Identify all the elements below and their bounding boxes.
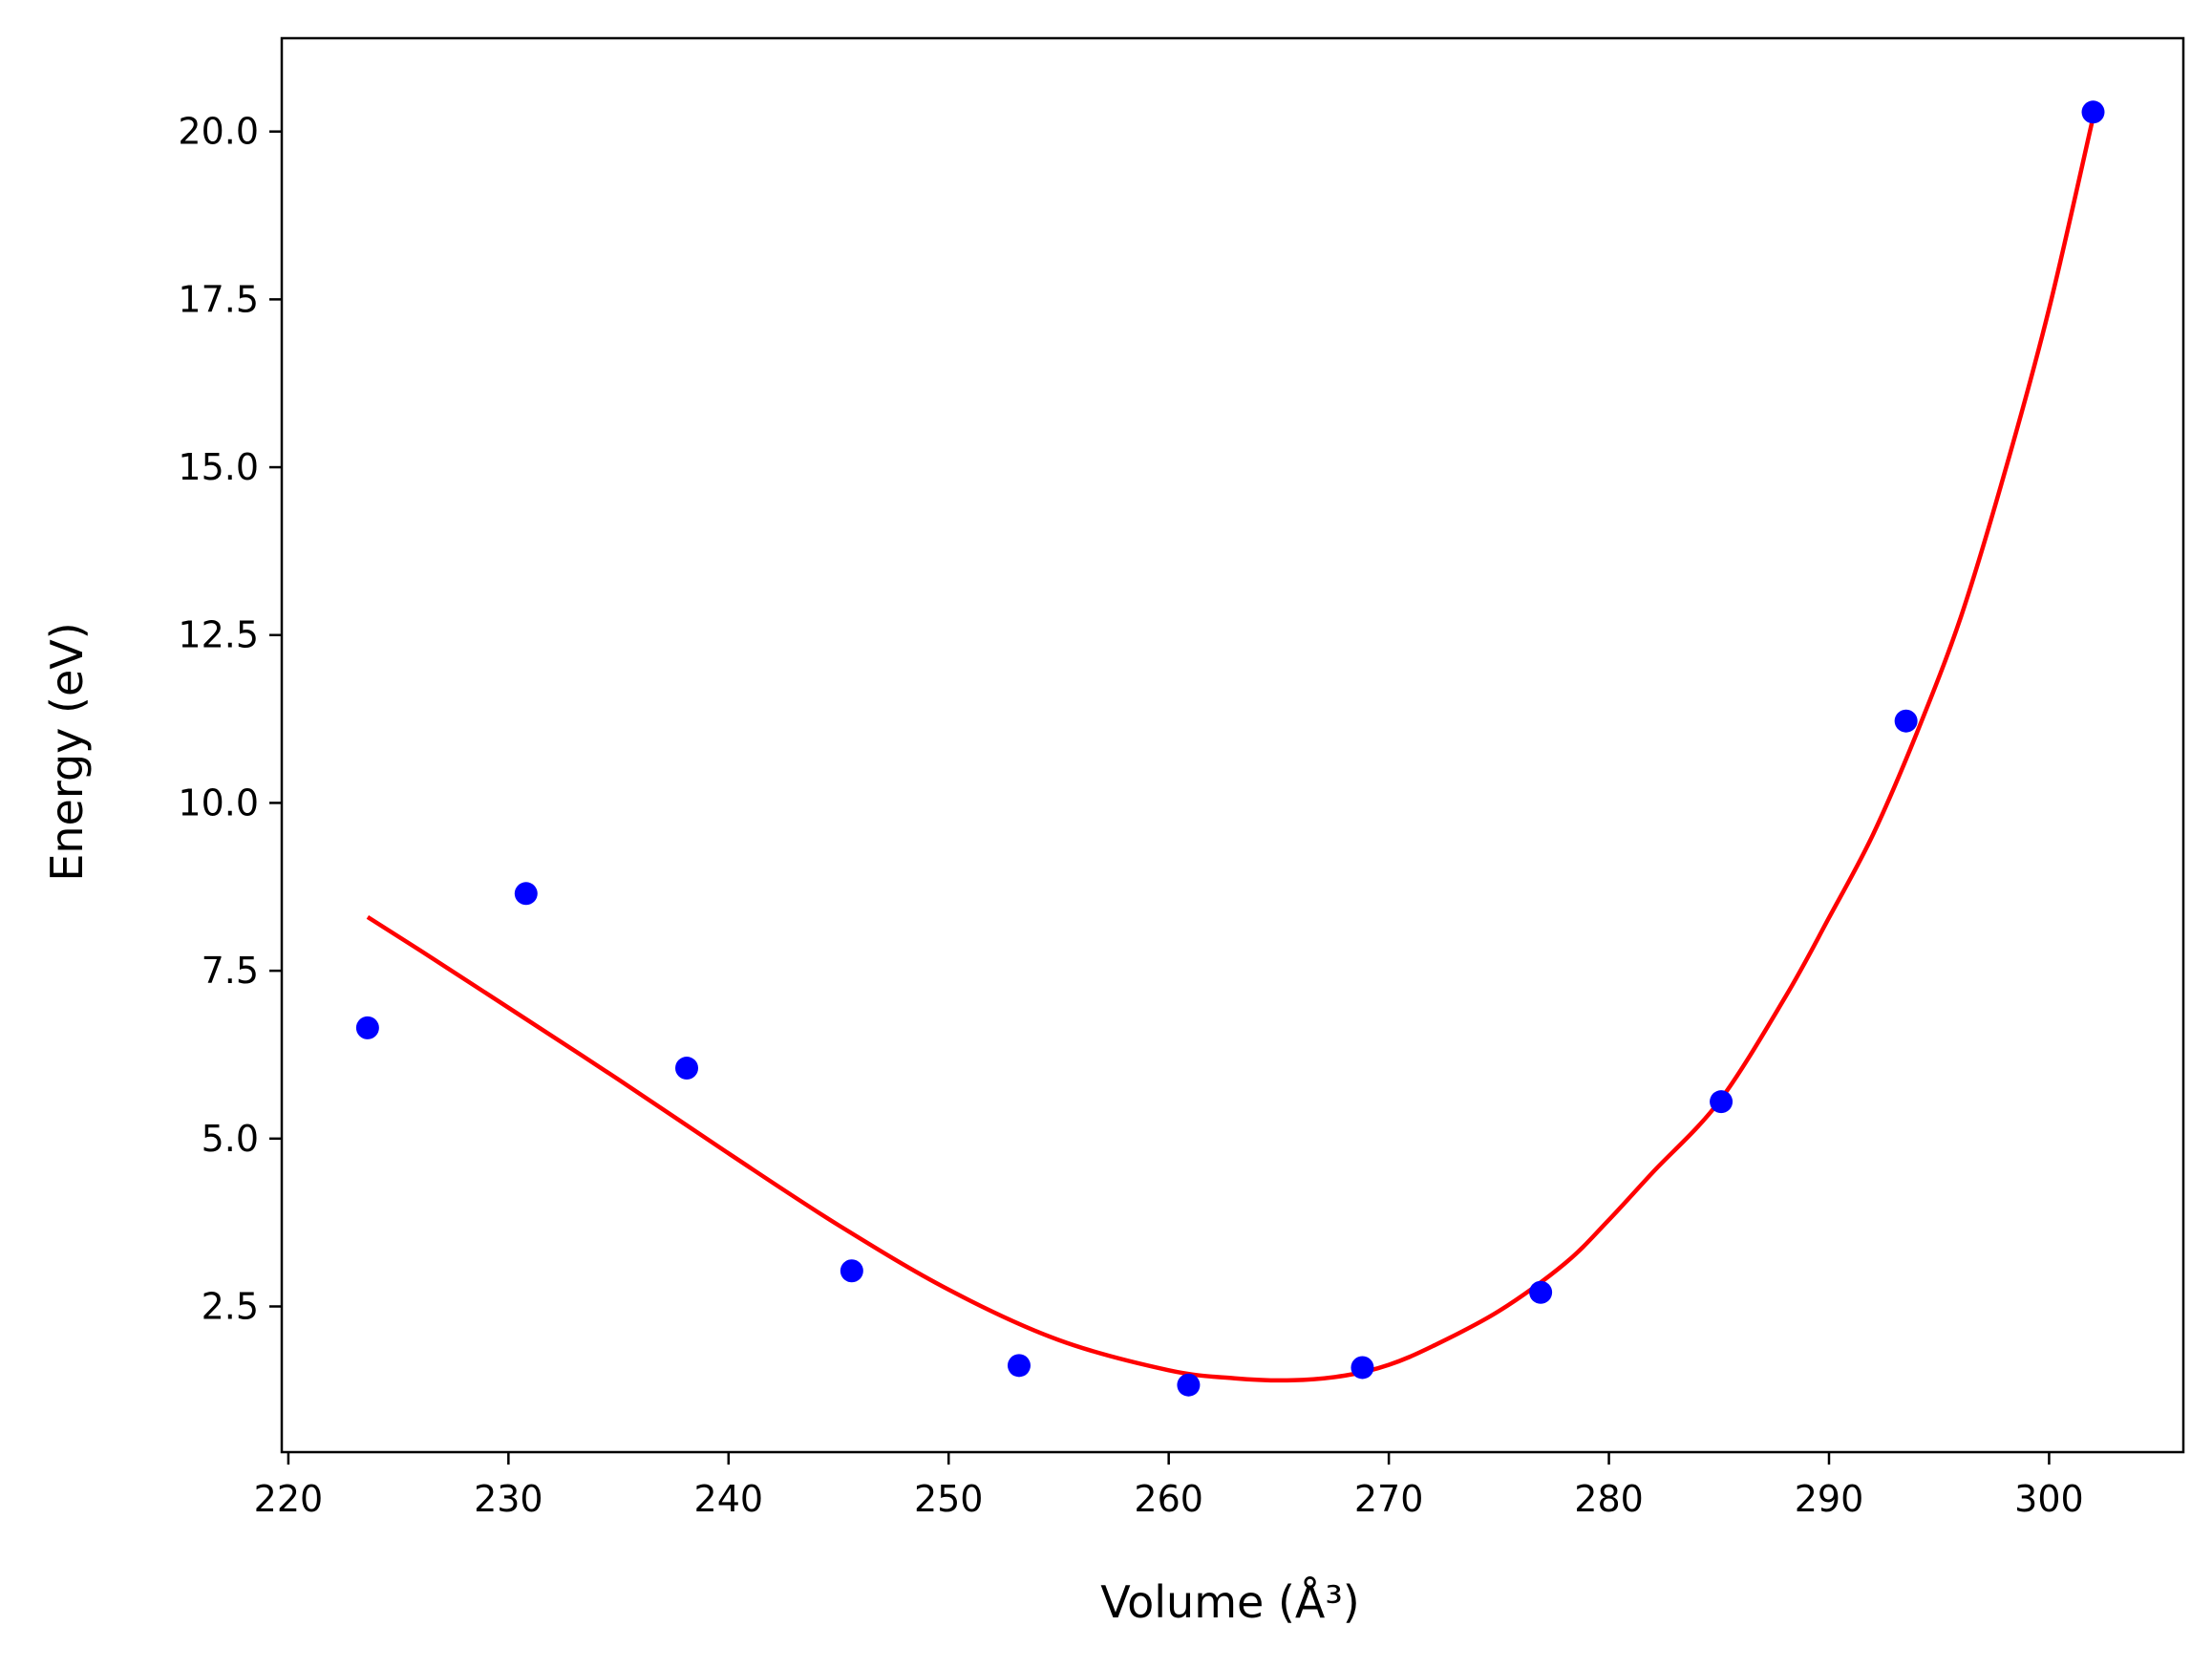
data-point bbox=[1007, 1354, 1031, 1378]
data-point bbox=[675, 1057, 699, 1081]
y-tick-label: 2.5 bbox=[202, 1286, 259, 1328]
y-tick-label: 20.0 bbox=[178, 111, 259, 153]
y-tick-label: 15.0 bbox=[178, 446, 259, 488]
x-tick-label: 300 bbox=[2014, 1478, 2084, 1520]
data-point bbox=[1351, 1356, 1374, 1380]
data-point bbox=[514, 882, 538, 906]
data-point bbox=[355, 1016, 379, 1039]
x-tick-label: 290 bbox=[1795, 1478, 1864, 1520]
data-point bbox=[1710, 1090, 1733, 1114]
data-point bbox=[1177, 1373, 1201, 1397]
y-tick-label: 10.0 bbox=[178, 781, 259, 824]
data-point bbox=[1529, 1280, 1553, 1304]
x-tick-label: 220 bbox=[254, 1478, 324, 1520]
x-tick-label: 240 bbox=[694, 1478, 764, 1520]
data-point bbox=[840, 1259, 863, 1283]
x-tick-label: 250 bbox=[914, 1478, 984, 1520]
y-tick-label: 7.5 bbox=[202, 950, 259, 992]
x-tick-label: 230 bbox=[474, 1478, 543, 1520]
x-tick-label: 260 bbox=[1134, 1478, 1203, 1520]
fit-curve bbox=[366, 117, 2095, 1383]
x-axis-title: Volume (Å³) bbox=[1100, 1576, 1360, 1628]
y-tick-label: 12.5 bbox=[178, 614, 259, 656]
y-tick-label: 17.5 bbox=[178, 278, 259, 320]
y-tick-label: 5.0 bbox=[202, 1118, 259, 1160]
data-point bbox=[2081, 100, 2105, 124]
x-tick-label: 270 bbox=[1354, 1478, 1424, 1520]
x-tick-label: 280 bbox=[1574, 1478, 1644, 1520]
plot-frame bbox=[280, 36, 2185, 1454]
data-point bbox=[1894, 709, 1918, 733]
y-axis-title: Energy (eV) bbox=[41, 622, 93, 881]
